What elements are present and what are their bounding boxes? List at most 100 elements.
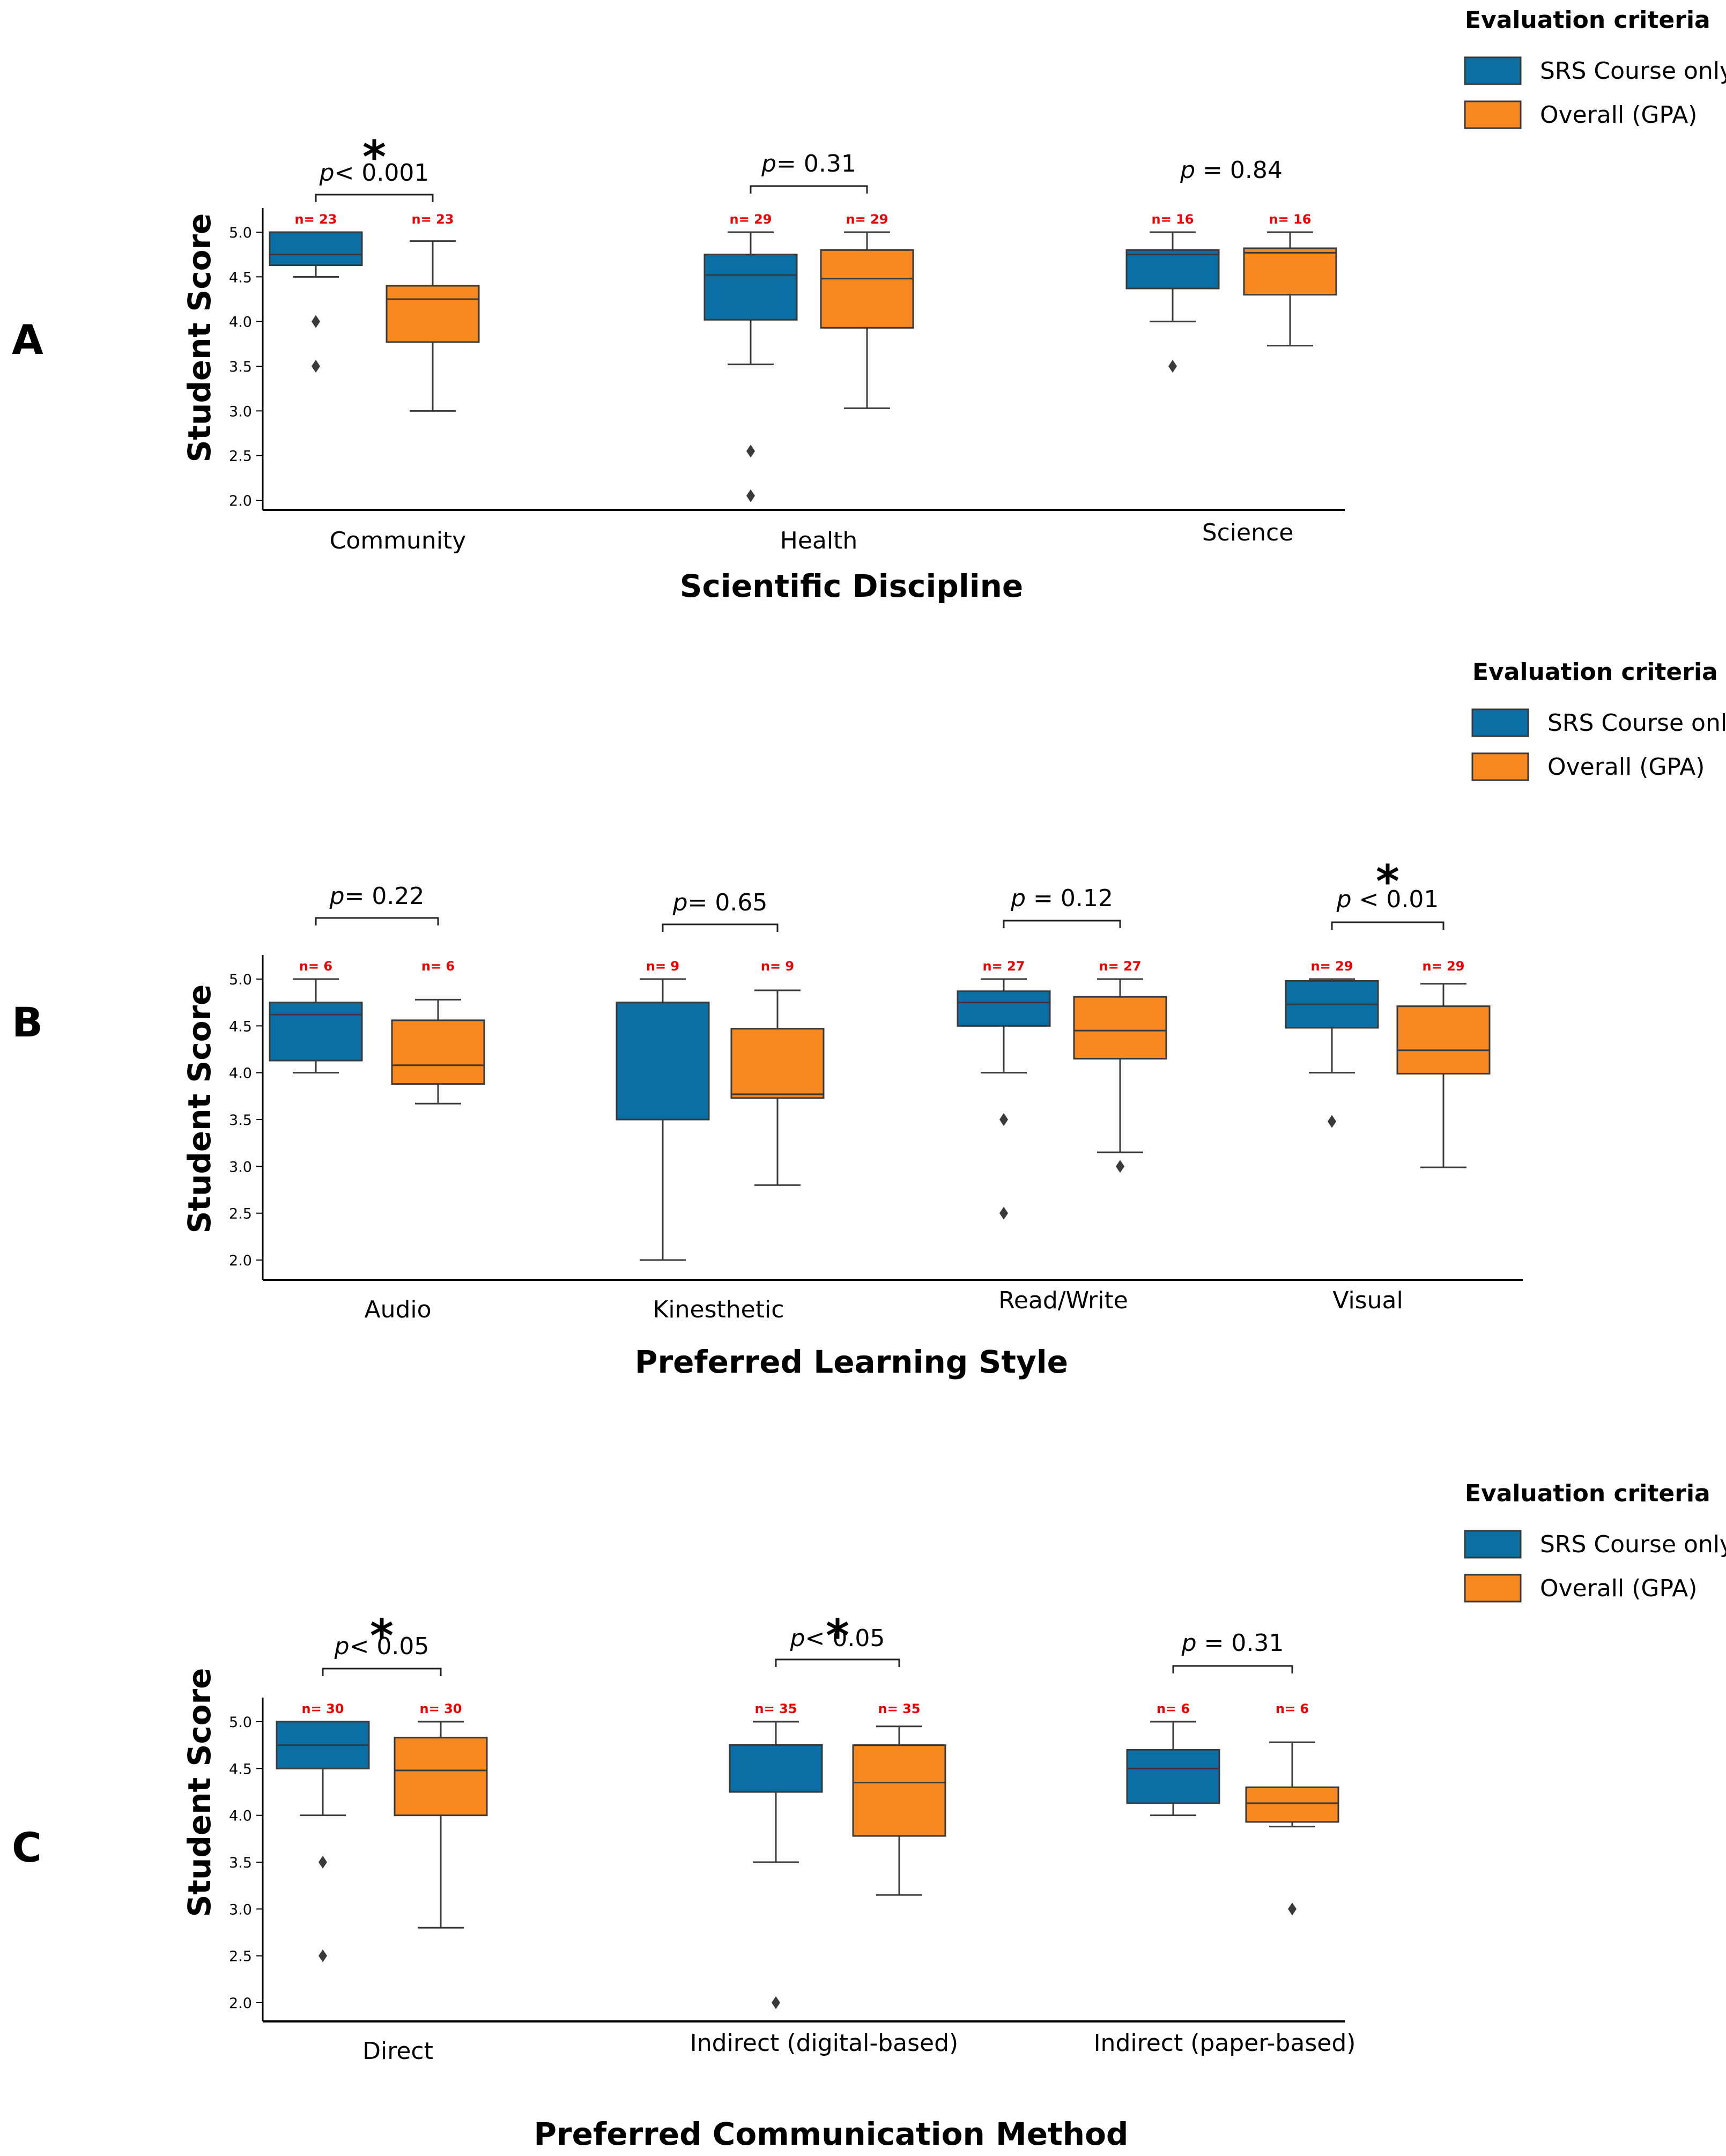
box-overall-gpa: n= 30 bbox=[394, 1701, 488, 1929]
category-label: Science bbox=[1202, 519, 1294, 546]
p-value-text: = 0.31 bbox=[1197, 1629, 1284, 1657]
y-tick-label: 2.0 bbox=[229, 1995, 252, 2012]
p-value-text: < 0.05 bbox=[805, 1625, 885, 1652]
box-srs-course: n= 29 bbox=[703, 212, 798, 502]
p-symbol: p bbox=[1010, 885, 1026, 912]
y-tick-label: 3.0 bbox=[229, 403, 252, 420]
group-indirect-digital-based-: n= 35 n= 35 Indirect (digital-based) p< 0.0… bbox=[690, 1610, 958, 2057]
box-iqr bbox=[1245, 1786, 1339, 1823]
box-iqr bbox=[386, 285, 480, 343]
outlier-point bbox=[312, 315, 320, 328]
group-visual: n= 29 n= 29 Visual p < 0.01* bbox=[1285, 855, 1491, 1314]
y-tick-label: 4.5 bbox=[229, 1761, 252, 1777]
n-label: n= 30 bbox=[420, 1701, 462, 1716]
legend-swatch-srs bbox=[1471, 708, 1529, 737]
n-label: n= 29 bbox=[1311, 959, 1353, 974]
box-srs-course: n= 35 bbox=[729, 1701, 823, 2009]
significance-bracket bbox=[315, 917, 439, 925]
significance-bracket bbox=[322, 1668, 442, 1676]
group-direct: n= 30 n= 30 Direct p< 0.05* bbox=[276, 1610, 488, 2065]
box-srs-course: n= 29 bbox=[1285, 959, 1379, 1128]
legend-label-srs: SRS Course only bbox=[1547, 709, 1726, 737]
box-overall-gpa: n= 9 bbox=[730, 959, 825, 1186]
box-srs-course: n= 30 bbox=[276, 1701, 370, 1962]
n-label: n= 9 bbox=[646, 959, 679, 974]
group-health: n= 29 n= 29 Health p= 0.31 bbox=[703, 150, 914, 554]
p-value-text: < 0.01 bbox=[1352, 886, 1439, 913]
legend-title: Evaluation criteria bbox=[1465, 1480, 1710, 1507]
n-label: n= 6 bbox=[1276, 1701, 1309, 1716]
legend-label-gpa: Overall (GPA) bbox=[1540, 101, 1697, 129]
p-value-text: = 0.31 bbox=[776, 150, 856, 177]
p-value-text: = 0.84 bbox=[1195, 157, 1283, 184]
outlier-point bbox=[318, 1856, 327, 1869]
legend-swatch-srs bbox=[1464, 56, 1522, 85]
y-tick-label: 3.0 bbox=[229, 1901, 252, 1918]
legend-title: Evaluation criteria bbox=[1465, 6, 1710, 34]
panel-c: C Student Score 5.0 4.5 4.0 3.5 3.0 2.5 2.0 n= 30… bbox=[12, 1480, 1726, 2152]
legend-label-srs: SRS Course only bbox=[1540, 1531, 1726, 1558]
p-symbol: p bbox=[334, 1633, 350, 1660]
significance-star: * bbox=[826, 1610, 849, 1662]
n-label: n= 29 bbox=[846, 212, 888, 227]
panel-letter: C bbox=[12, 1824, 42, 1871]
significance-bracket bbox=[775, 1658, 900, 1667]
category-label: Indirect (paper-based) bbox=[1094, 2029, 1356, 2057]
box-iqr bbox=[269, 1002, 363, 1062]
box-iqr bbox=[852, 1744, 946, 1837]
box-iqr bbox=[394, 1737, 488, 1817]
box-iqr bbox=[820, 249, 914, 329]
p-value-text: = 0.12 bbox=[1026, 885, 1113, 912]
group-audio: n= 6 n= 6 Audio p= 0.22 bbox=[269, 883, 485, 1323]
n-label: n= 35 bbox=[878, 1701, 921, 1716]
significance-bracket bbox=[1331, 921, 1444, 930]
outlier-point bbox=[1168, 360, 1177, 373]
box-srs-course: n= 27 bbox=[957, 959, 1051, 1220]
box-overall-gpa: n= 23 bbox=[386, 212, 480, 412]
y-tick-label: 5.0 bbox=[229, 225, 252, 241]
box-srs-course: n= 6 bbox=[1126, 1701, 1220, 1817]
p-symbol: p bbox=[1181, 1629, 1197, 1657]
category-label: Read/Write bbox=[998, 1287, 1128, 1314]
outlier-point bbox=[999, 1113, 1008, 1126]
n-label: n= 23 bbox=[412, 212, 454, 227]
y-tick-label: 5.0 bbox=[229, 972, 252, 988]
significance-star: * bbox=[362, 131, 386, 183]
box-srs-course: n= 6 bbox=[269, 959, 363, 1074]
x-axis-title: Preferred Learning Style bbox=[635, 1344, 1068, 1380]
outlier-point bbox=[1328, 1115, 1336, 1128]
category-label: Visual bbox=[1332, 1287, 1403, 1314]
y-tick-label: 3.5 bbox=[229, 1112, 252, 1129]
y-tick-label: 2.5 bbox=[229, 448, 252, 465]
p-value-label: p= 0.65 bbox=[672, 889, 768, 916]
p-value-label: p = 0.84 bbox=[1180, 157, 1283, 184]
n-label: n= 35 bbox=[755, 1701, 797, 1716]
box-overall-gpa: n= 6 bbox=[1245, 1701, 1339, 1916]
p-symbol: p bbox=[790, 1625, 805, 1652]
y-axis-label: Student Score bbox=[181, 213, 218, 463]
box-iqr bbox=[730, 1028, 825, 1099]
box-iqr bbox=[703, 254, 798, 321]
box-srs-course: n= 23 bbox=[269, 212, 363, 373]
category-label: Direct bbox=[362, 2038, 433, 2065]
y-tick-label: 3.5 bbox=[229, 359, 252, 375]
box-iqr bbox=[1073, 996, 1167, 1060]
box-iqr bbox=[1396, 1005, 1491, 1075]
p-value-label: p = 0.31 bbox=[1181, 1629, 1284, 1657]
p-symbol: p bbox=[761, 150, 776, 177]
box-overall-gpa: n= 16 bbox=[1243, 212, 1337, 347]
box-overall-gpa: n= 35 bbox=[852, 1701, 946, 1896]
y-axis-label: Student Score bbox=[181, 1668, 218, 1917]
y-tick-label: 2.5 bbox=[229, 1206, 252, 1223]
outlier-point bbox=[1116, 1160, 1124, 1173]
n-label: n= 6 bbox=[299, 959, 332, 974]
legend-label-gpa: Overall (GPA) bbox=[1540, 1575, 1697, 1602]
panel-letter: B bbox=[12, 998, 43, 1046]
y-tick-label: 3.0 bbox=[229, 1159, 252, 1175]
n-label: n= 6 bbox=[1157, 1701, 1190, 1716]
group-indirect-paper-based-: n= 6 n= 6 Indirect (paper-based) p = 0.31 bbox=[1094, 1629, 1356, 2057]
y-tick-label: 4.5 bbox=[229, 1018, 252, 1035]
x-axis-title: Preferred Communication Method bbox=[534, 2116, 1129, 2152]
